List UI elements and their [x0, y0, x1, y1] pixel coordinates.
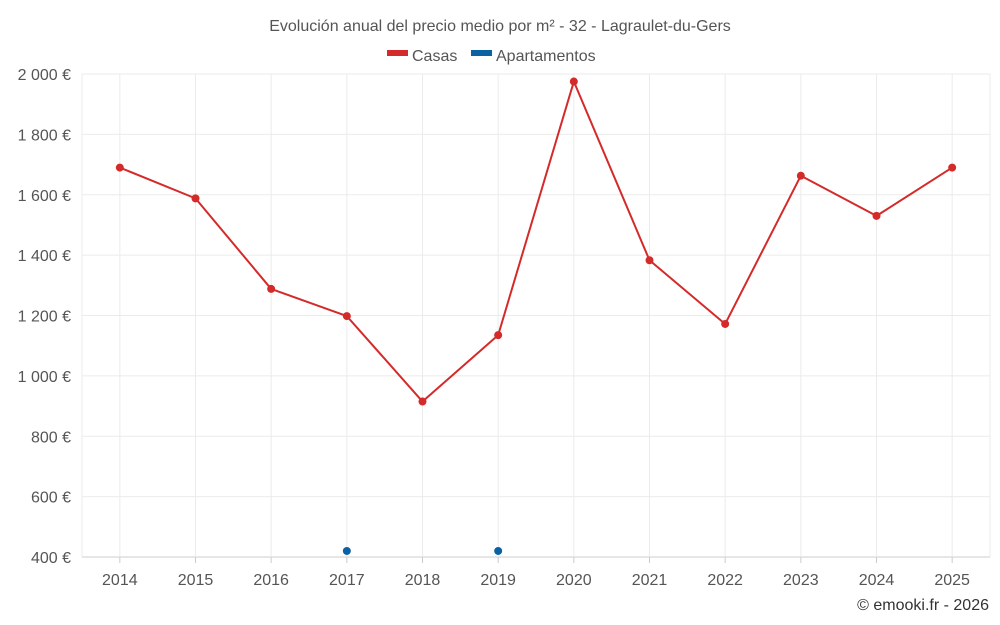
data-point-casas[interactable]	[569, 77, 578, 86]
gridlines	[81, 73, 991, 558]
data-point-casas[interactable]	[948, 163, 957, 172]
credit-text: © emooki.fr - 2026	[857, 597, 989, 614]
x-tick-label: 2021	[632, 572, 668, 589]
x-tick-label: 2023	[783, 572, 819, 589]
legend-item-apartamentos[interactable]: Apartamentos	[471, 48, 596, 65]
x-tick-label: 2016	[253, 572, 289, 589]
x-tick-label: 2022	[707, 572, 743, 589]
chart-title: Evolución anual del precio medio por m² …	[269, 18, 731, 35]
series-apartamentos	[342, 546, 503, 555]
x-tick-label: 2024	[859, 572, 895, 589]
legend: Casas Apartamentos	[387, 48, 596, 65]
x-axis-ticks: 2014 2015 2016 2017 2018 2019 2020 2021 2022 2023…	[102, 557, 970, 589]
data-point-casas[interactable]	[872, 211, 881, 220]
series-line-casas	[119, 80, 953, 403]
x-tick-label: 2019	[480, 572, 516, 589]
y-tick-label: 400 €	[31, 550, 71, 567]
data-point-casas[interactable]	[115, 163, 124, 172]
y-tick-label: 800 €	[31, 429, 71, 446]
y-tick-label: 2 000 €	[18, 67, 71, 84]
x-tick-label: 2018	[405, 572, 441, 589]
y-tick-label: 1 600 €	[18, 188, 71, 205]
legend-item-casas[interactable]: Casas	[387, 48, 457, 65]
y-tick-label: 1 800 €	[18, 127, 71, 144]
x-tick-label: 2025	[934, 572, 970, 589]
y-tick-label: 1 400 €	[18, 248, 71, 265]
data-point-casas[interactable]	[721, 319, 730, 328]
x-tick-label: 2020	[556, 572, 592, 589]
legend-label-apartamentos: Apartamentos	[496, 48, 596, 65]
y-tick-label: 600 €	[31, 490, 71, 507]
data-point-apartamentos[interactable]	[342, 546, 351, 555]
data-point-casas[interactable]	[418, 397, 427, 406]
data-point-casas[interactable]	[645, 256, 654, 265]
legend-swatch-apartamentos	[471, 50, 492, 56]
y-axis-ticks: 400 € 600 € 800 € 1 000 € 1 200 € 1 400 € 1 60…	[18, 67, 71, 567]
y-tick-label: 1 200 €	[18, 309, 71, 326]
x-tick-label: 2014	[102, 572, 138, 589]
x-tick-label: 2017	[329, 572, 365, 589]
data-point-apartamentos[interactable]	[494, 546, 503, 555]
legend-swatch-casas	[387, 50, 408, 56]
series	[115, 77, 957, 555]
data-point-casas[interactable]	[342, 312, 351, 321]
data-point-casas[interactable]	[494, 331, 503, 340]
series-casas	[115, 77, 957, 406]
data-point-casas[interactable]	[796, 171, 805, 180]
y-tick-label: 1 000 €	[18, 369, 71, 386]
data-point-casas[interactable]	[191, 194, 200, 203]
legend-label-casas: Casas	[412, 48, 457, 65]
x-tick-label: 2015	[178, 572, 214, 589]
data-point-casas[interactable]	[267, 284, 276, 293]
